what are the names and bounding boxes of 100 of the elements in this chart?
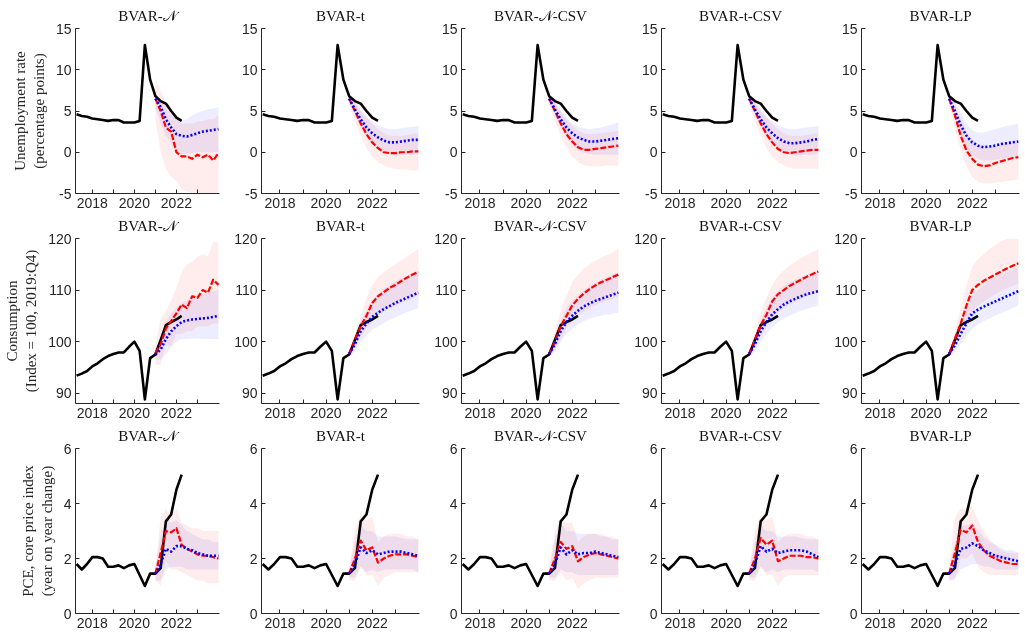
y-tick-label: 0 <box>849 605 858 622</box>
y-tick-label: 5 <box>449 103 458 119</box>
y-tick-label: 0 <box>649 605 658 622</box>
x-tick-label: 2020 <box>710 614 742 631</box>
x-tick-label: 2022 <box>160 614 193 631</box>
y-tick-label: 10 <box>441 61 458 78</box>
y-tick-label: 15 <box>841 20 858 37</box>
y-tick-label: 4 <box>849 495 858 512</box>
x-tick-label: 2022 <box>956 194 988 211</box>
chart-title: BVAR-𝒩 <box>118 7 180 24</box>
x-tick-label: 2020 <box>118 194 151 211</box>
y-tick-label: 0 <box>449 605 458 622</box>
x-tick-label: 2020 <box>910 194 942 211</box>
x-tick-label: 2020 <box>910 404 942 421</box>
y-tick-label: 120 <box>48 230 72 247</box>
y-tick-label: 0 <box>449 144 458 161</box>
x-tick-label: 2020 <box>510 614 542 631</box>
y-tick-label: 0 <box>649 144 658 161</box>
y-tick-label: 15 <box>55 20 72 37</box>
y-tick-label: 0 <box>63 605 72 622</box>
x-tick-label: 2020 <box>310 614 342 631</box>
x-tick-label: 2018 <box>464 404 496 421</box>
y-tick-label: 5 <box>63 103 72 119</box>
x-tick-label: 2018 <box>264 614 296 631</box>
y-tick-label: 100 <box>834 333 858 350</box>
chart-title: BVAR-t <box>316 217 366 234</box>
y-tick-label: 4 <box>649 495 658 512</box>
y-tick-label: -5 <box>59 185 72 202</box>
x-tick-label: 2018 <box>76 194 109 211</box>
x-tick-label: 2018 <box>76 404 109 421</box>
y-tick-label: 4 <box>63 495 72 512</box>
y-tick-label: 90 <box>641 385 658 402</box>
y-tick-label: 15 <box>641 20 658 37</box>
y-tick-label: 90 <box>55 385 72 402</box>
y-tick-label: 6 <box>849 440 858 457</box>
y-tick-label: 90 <box>841 385 858 402</box>
x-tick-label: 2020 <box>510 194 542 211</box>
y-tick-label: -5 <box>445 185 458 202</box>
y-tick-label: 100 <box>234 333 258 350</box>
x-tick-label: 2022 <box>356 404 388 421</box>
x-tick-label: 2022 <box>956 614 988 631</box>
y-tick-label: 10 <box>841 61 858 78</box>
y-tick-label: 2 <box>449 550 458 567</box>
y-tick-label: 6 <box>63 440 72 457</box>
x-tick-label: 2018 <box>264 194 296 211</box>
y-tick-label: 100 <box>48 333 72 350</box>
x-tick-label: 2022 <box>160 404 193 421</box>
x-tick-label: 2022 <box>356 614 388 631</box>
x-tick-label: 2020 <box>510 404 542 421</box>
x-tick-label: 2020 <box>910 614 942 631</box>
y-tick-label: 0 <box>249 144 258 161</box>
chart-title: BVAR-𝒩-CSV <box>494 427 588 444</box>
y-axis-title: Consumption (Index = 100, 2019:Q4) <box>3 249 41 393</box>
x-tick-label: 2020 <box>310 404 342 421</box>
x-tick-label: 2020 <box>310 194 342 211</box>
x-tick-label: 2022 <box>160 194 193 211</box>
y-tick-label: 2 <box>649 550 658 567</box>
y-tick-label: 2 <box>249 550 258 567</box>
x-tick-label: 2020 <box>118 614 151 631</box>
x-tick-label: 2018 <box>664 404 696 421</box>
chart-title: BVAR-𝒩 <box>118 217 180 234</box>
x-tick-label: 2018 <box>664 614 696 631</box>
x-tick-label: 2022 <box>556 194 588 211</box>
y-tick-label: 2 <box>63 550 72 567</box>
y-tick-label: 110 <box>635 282 658 299</box>
y-tick-label: 120 <box>634 230 658 247</box>
chart-title: BVAR-t-CSV <box>698 427 783 444</box>
y-tick-label: 120 <box>234 230 258 247</box>
y-tick-label: 5 <box>649 103 658 119</box>
y-tick-label: 110 <box>235 282 258 299</box>
x-tick-label: 2022 <box>556 404 588 421</box>
chart-title: BVAR-t <box>316 427 366 444</box>
x-tick-label: 2018 <box>864 404 896 421</box>
y-tick-label: 110 <box>835 282 858 299</box>
y-tick-label: 6 <box>649 440 658 457</box>
y-tick-label: 10 <box>55 61 72 78</box>
y-tick-label: 4 <box>249 495 258 512</box>
chart-title: BVAR-LP <box>909 7 972 24</box>
y-axis-title: PCE, core price index (year on year change) <box>19 464 56 597</box>
chart-title: BVAR-𝒩-CSV <box>494 7 588 24</box>
y-tick-label: 6 <box>449 440 458 457</box>
x-tick-label: 2022 <box>756 614 788 631</box>
y-axis-title: Unemployment rate (percentage points) <box>11 50 48 171</box>
y-tick-label: -5 <box>845 185 858 202</box>
y-tick-label: 5 <box>249 103 258 119</box>
chart-title: BVAR-𝒩 <box>118 427 180 444</box>
x-tick-label: 2020 <box>118 404 151 421</box>
x-tick-label: 2022 <box>756 194 788 211</box>
y-tick-label: 4 <box>449 495 458 512</box>
y-tick-label: 0 <box>63 144 72 161</box>
x-tick-label: 2022 <box>356 194 388 211</box>
y-tick-label: -5 <box>245 185 258 202</box>
y-tick-label: -5 <box>645 185 658 202</box>
chart-title: BVAR-t <box>316 7 366 24</box>
y-tick-label: 0 <box>249 605 258 622</box>
y-tick-label: 6 <box>249 440 258 457</box>
x-tick-label: 2018 <box>76 614 109 631</box>
y-tick-label: 100 <box>434 333 458 350</box>
y-tick-label: 5 <box>849 103 858 119</box>
x-tick-label: 2018 <box>264 404 296 421</box>
